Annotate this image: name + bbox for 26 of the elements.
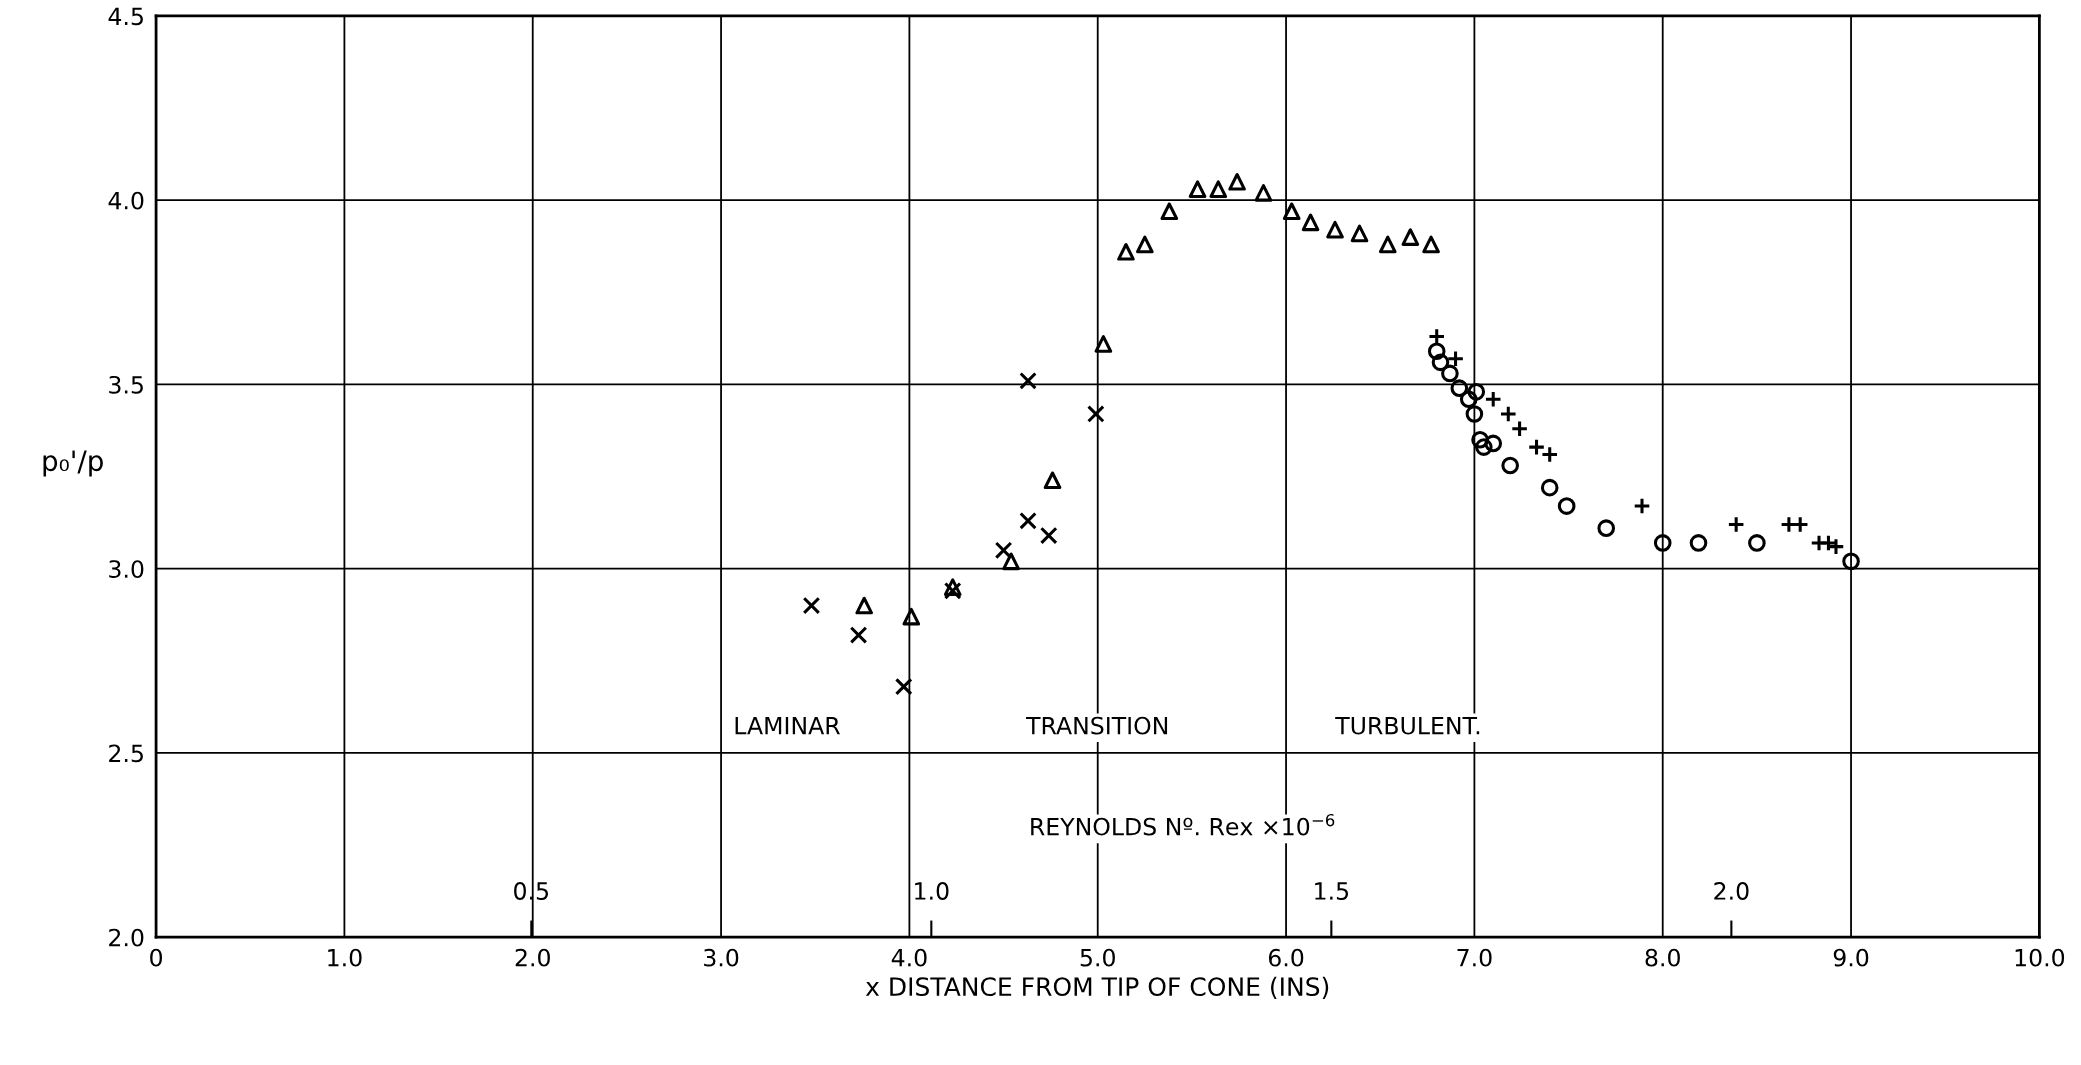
y-axis-title: p₀'/p [43,450,103,477]
y-tick-label: 3.5 [109,375,143,394]
x2-axis-title: REYNOLDS Nº. Rex ×10$^{−6}$ [1031,813,1335,836]
x-tick-label: 5.0 [1080,948,1115,967]
annotation: TURBULENT. [1335,717,1480,735]
annotation: LAMINAR [735,717,840,735]
x-tick-label: 4.0 [891,948,927,967]
x-tick-label: 2.0 [515,948,550,967]
x2-tick-label: 2.0 [1714,882,1749,900]
x-tick-label: 9.0 [1833,948,1869,967]
y-tick-label: 3.0 [109,560,144,579]
y-tick-label: 4.5 [108,7,143,26]
x-tick-label: 1.0 [328,948,362,967]
x-axis-title: x DISTANCE FROM TIP OF CONE (INS) [865,976,1329,1000]
x2-tick-label: 1.0 [915,882,949,900]
x-tick-label: 3.0 [704,948,739,967]
y-tick-label: 2.0 [109,928,144,947]
x-tick-label: 10.0 [2015,948,2065,967]
x-tick-label: 6.0 [1268,948,1304,967]
x-tick-label: 0 [150,948,163,967]
annotation: TRANSITION [1026,716,1168,735]
y-tick-label: 4.0 [108,191,144,210]
x2-tick-label: 1.5 [1315,882,1349,900]
x-tick-label: 7.0 [1457,948,1492,967]
x-tick-label: 8.0 [1645,948,1680,967]
y-tick-label: 2.5 [109,744,143,763]
